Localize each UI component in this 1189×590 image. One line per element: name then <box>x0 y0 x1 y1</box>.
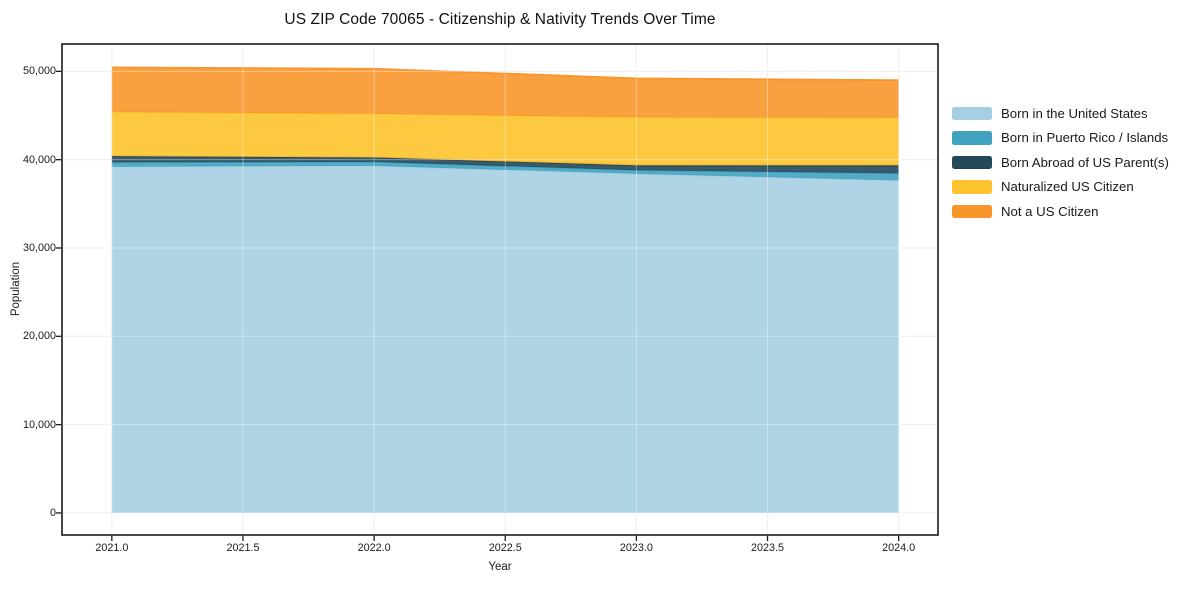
y-axis-label: Population <box>10 261 22 317</box>
legend: Born in the United States Born in Puerto … <box>952 101 1169 224</box>
area-series <box>111 67 899 118</box>
chart-title: US ZIP Code 70065 - Citizenship & Nativi… <box>284 11 716 28</box>
y-tick-label: 10,000 <box>22 418 56 431</box>
y-tick-label: 0 <box>49 506 56 519</box>
legend-label: Born in Puerto Rico / Islands <box>1001 130 1169 146</box>
x-tick-label: 2021.5 <box>226 542 260 554</box>
y-tick-label: 50,000 <box>22 65 56 78</box>
y-tick-label: 30,000 <box>22 241 56 254</box>
x-tick-label: 2022.0 <box>357 542 391 554</box>
legend-item: Born Abroad of US Parent(s) <box>952 150 1169 175</box>
legend-swatch <box>952 155 992 169</box>
legend-label: Born in the United States <box>1001 105 1148 121</box>
legend-swatch <box>952 180 992 194</box>
legend-label: Naturalized US Citizen <box>1001 179 1134 195</box>
y-tick-label: 40,000 <box>22 153 56 166</box>
x-tick-label: 2022.5 <box>488 542 522 554</box>
legend-label: Not a US Citizen <box>1001 203 1099 219</box>
legend-swatch <box>952 131 992 145</box>
plot-border <box>61 43 939 536</box>
x-tick-label: 2021.0 <box>95 542 129 554</box>
y-tick-label: 20,000 <box>22 330 56 343</box>
x-tick-label: 2023.5 <box>751 542 785 554</box>
legend-item: Naturalized US Citizen <box>952 175 1169 200</box>
x-tick-label: 2024.0 <box>882 542 916 554</box>
legend-item: Born in Puerto Rico / Islands <box>952 126 1169 151</box>
area-series <box>111 165 899 513</box>
area-series <box>111 161 899 181</box>
legend-label: Born Abroad of US Parent(s) <box>1001 154 1169 170</box>
legend-swatch <box>952 204 992 218</box>
x-axis-label: Year <box>488 561 512 573</box>
legend-item: Born in the United States <box>952 101 1169 126</box>
x-tick-label: 2023.0 <box>619 542 653 554</box>
area-series <box>111 156 899 174</box>
area-series-edge <box>111 66 899 82</box>
area-series <box>111 111 899 166</box>
legend-swatch <box>952 106 992 120</box>
legend-item: Not a US Citizen <box>952 199 1169 224</box>
